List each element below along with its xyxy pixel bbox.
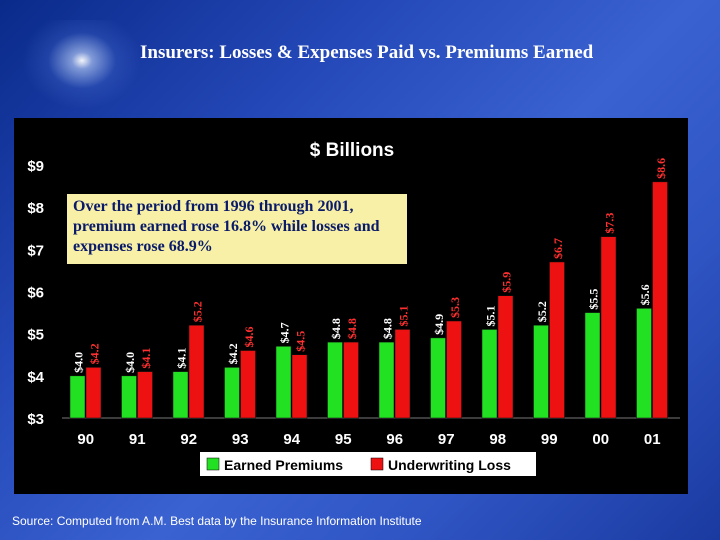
bar-value-label: $4.5 bbox=[294, 331, 308, 352]
bar-value-label: $5.2 bbox=[191, 301, 205, 322]
bar-underwriting-loss bbox=[446, 320, 462, 419]
bar-value-label: $8.6 bbox=[654, 158, 668, 179]
y-tick-label: $9 bbox=[27, 158, 44, 175]
bar-value-label: $4.0 bbox=[123, 352, 137, 373]
bar-earned-premiums bbox=[275, 346, 292, 419]
x-tick-label: 90 bbox=[77, 431, 94, 448]
legend-box bbox=[200, 452, 536, 476]
bar-value-label: $5.2 bbox=[535, 301, 549, 322]
bar-earned-premiums bbox=[172, 371, 189, 419]
slide-title: Insurers: Losses & Expenses Paid vs. Pre… bbox=[140, 42, 594, 63]
bar-value-label: $4.8 bbox=[381, 318, 395, 339]
bar-earned-premiums bbox=[636, 308, 652, 419]
bar-underwriting-loss bbox=[652, 181, 668, 419]
bar-underwriting-loss bbox=[343, 341, 359, 419]
chart-title: $ Billions bbox=[310, 140, 394, 161]
legend-label-loss: Underwriting Loss bbox=[388, 457, 511, 473]
bar-value-label: $4.6 bbox=[242, 327, 256, 348]
bar-value-label: $4.8 bbox=[329, 318, 343, 339]
bar-value-label: $4.9 bbox=[432, 314, 446, 335]
bar-underwriting-loss bbox=[291, 354, 308, 419]
bar-value-label: $5.1 bbox=[484, 305, 498, 326]
legend-label-earned: Earned Premiums bbox=[224, 457, 343, 473]
x-tick-label: 92 bbox=[180, 431, 197, 448]
bar-underwriting-loss bbox=[137, 371, 153, 419]
x-tick-label: 91 bbox=[129, 431, 146, 448]
y-tick-label: $4 bbox=[27, 369, 44, 386]
bar-earned-premiums bbox=[327, 341, 343, 419]
bar-underwriting-loss bbox=[188, 324, 205, 419]
x-tick-label: 01 bbox=[644, 431, 661, 448]
bar-value-label: $5.3 bbox=[448, 297, 462, 318]
x-tick-label: 96 bbox=[386, 431, 403, 448]
x-tick-label: 00 bbox=[592, 431, 609, 448]
bar-underwriting-loss bbox=[549, 261, 565, 419]
bar-value-label: $4.1 bbox=[175, 348, 189, 369]
bar-underwriting-loss bbox=[497, 295, 514, 419]
bar-value-label: $5.9 bbox=[500, 272, 514, 293]
bar-earned-premiums bbox=[430, 337, 446, 419]
x-tick-label: 95 bbox=[335, 431, 352, 448]
bar-earned-premiums bbox=[533, 324, 549, 419]
bar-value-label: $6.7 bbox=[551, 238, 565, 259]
light-flare-decoration bbox=[22, 20, 142, 110]
bar-earned-premiums bbox=[378, 341, 395, 419]
bar-value-label: $4.7 bbox=[278, 322, 292, 343]
bar-earned-premiums bbox=[584, 312, 601, 419]
bar-value-label: $4.0 bbox=[72, 352, 86, 373]
chart-panel bbox=[14, 118, 688, 494]
bar-value-label: $5.1 bbox=[397, 305, 411, 326]
bar-value-label: $7.3 bbox=[603, 213, 617, 234]
y-tick-label: $5 bbox=[27, 327, 44, 344]
x-tick-label: 97 bbox=[438, 431, 455, 448]
bar-underwriting-loss bbox=[85, 367, 102, 419]
bar-value-label: $4.8 bbox=[345, 318, 359, 339]
y-tick-label: $6 bbox=[27, 285, 44, 302]
x-tick-label: 98 bbox=[489, 431, 506, 448]
legend-swatch-earned bbox=[206, 457, 220, 471]
bar-earned-premiums bbox=[481, 329, 498, 419]
bar-earned-premiums bbox=[69, 375, 86, 419]
y-tick-label: $8 bbox=[27, 200, 44, 217]
x-tick-label: 99 bbox=[541, 431, 558, 448]
bar-value-label: $4.2 bbox=[88, 343, 102, 364]
bar-value-label: $4.1 bbox=[139, 348, 153, 369]
x-tick-label: 94 bbox=[283, 431, 300, 448]
bar-earned-premiums bbox=[121, 375, 137, 419]
callout-note: Over the period from 1996 through 2001, … bbox=[67, 194, 407, 264]
y-tick-label: $7 bbox=[27, 242, 44, 259]
bar-underwriting-loss bbox=[240, 350, 256, 419]
legend-swatch-loss bbox=[370, 457, 384, 471]
bar-underwriting-loss bbox=[600, 236, 617, 419]
bar-earned-premiums bbox=[224, 367, 240, 419]
bar-value-label: $5.5 bbox=[587, 289, 601, 310]
bar-underwriting-loss bbox=[394, 329, 411, 419]
y-tick-label: $3 bbox=[27, 411, 44, 428]
bar-value-label: $4.2 bbox=[226, 343, 240, 364]
x-tick-label: 93 bbox=[232, 431, 249, 448]
source-note: Source: Computed from A.M. Best data by … bbox=[12, 514, 422, 528]
bar-value-label: $5.6 bbox=[638, 284, 652, 305]
